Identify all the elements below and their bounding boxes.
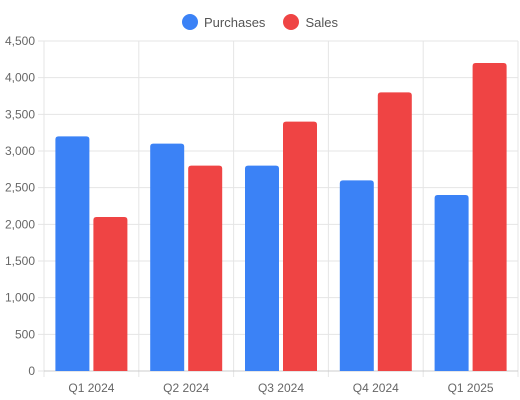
y-tick-label: 3,500 [5,107,35,121]
y-tick-label: 1,000 [5,291,35,305]
y-tick-label: 3,000 [5,144,35,158]
legend-item-purchases[interactable]: Purchases [182,14,265,30]
y-tick-label: 4,500 [5,34,35,48]
y-tick-label: 2,000 [5,217,35,231]
legend-swatch-sales [283,14,300,30]
y-tick-label: 4,000 [5,71,35,85]
bar-sales-q1-2025[interactable] [472,63,507,371]
x-axis: Q1 2024 Q2 2024 Q3 2024 Q4 2024 Q1 2025 [44,370,518,395]
bar-sales-q3-2024[interactable] [283,121,317,372]
y-tick-label: 1,500 [5,254,35,268]
legend-swatch-purchases [182,14,199,30]
bar-sales-q1-2024[interactable] [93,217,128,371]
x-tick-label: Q1 2024 [68,381,114,395]
bar-sales-q2-2024[interactable] [188,165,223,371]
y-tick-label: 2,500 [5,181,35,195]
bar-sales-q4-2024[interactable] [377,92,412,371]
x-tick-label: Q1 2025 [448,381,494,395]
y-tick-label: 0 [28,364,35,378]
y-tick-label: 500 [15,327,35,341]
legend-label-purchases: Purchases [204,14,266,30]
y-axis: 0 500 1,000 1,500 2,000 2,500 3,000 3,500 4,000 4… [5,34,35,378]
legend-item-sales[interactable]: Sales [283,14,338,30]
x-tick-label: Q3 2024 [258,381,304,395]
chart-legend: Purchases Sales [0,14,520,30]
bars [55,63,507,372]
bar-purchases-q3-2024[interactable] [245,165,279,371]
x-tick-label: Q2 2024 [163,381,209,395]
bar-purchases-q1-2025[interactable] [434,195,469,371]
legend-label-sales: Sales [305,14,338,30]
bar-purchases-q4-2024[interactable] [339,180,374,371]
x-tick-label: Q4 2024 [353,381,399,395]
bar-purchases-q1-2024[interactable] [55,136,90,371]
bar-purchases-q2-2024[interactable] [150,143,185,371]
